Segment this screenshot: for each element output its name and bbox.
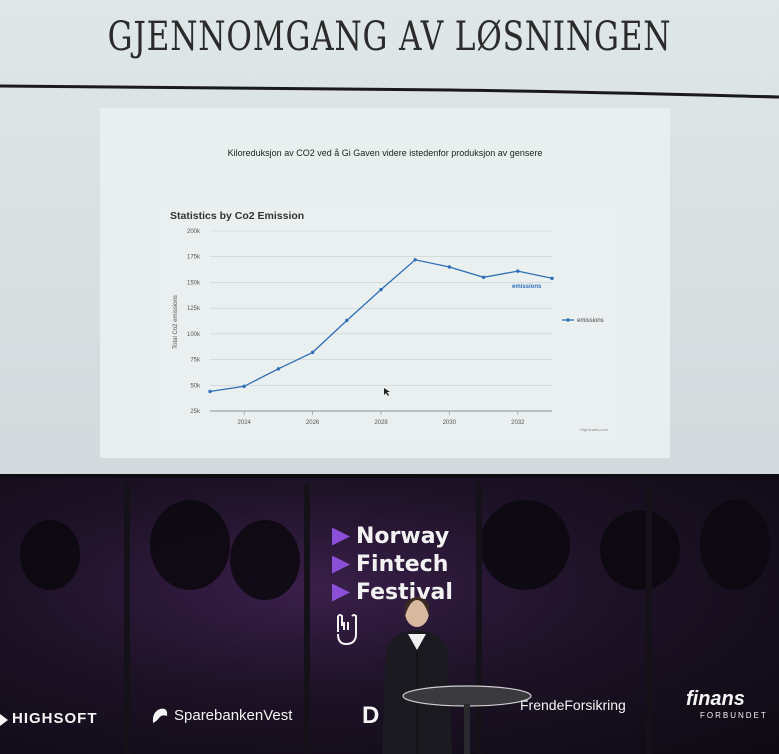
sponsor-sparebanken: SparebankenVest [174,707,293,724]
panel-divider [304,484,310,754]
x-tick-label: 2032 [511,420,525,426]
emissions-point[interactable] [447,265,452,269]
mouse-cursor-icon [384,388,390,396]
y-tick-label: 125k [187,306,201,312]
legend-marker [566,318,570,322]
panel-divider [124,484,130,754]
chart-title: Statistics by Co2 Emission [170,210,304,222]
emissions-point[interactable] [413,258,417,262]
festival-mark-icon [332,555,350,574]
chart-subtitle: Kiloreduksjon av CO2 ved å Gi Gaven vide… [227,148,543,158]
y-tick-label: 150k [187,280,201,286]
emissions-point[interactable] [550,276,554,281]
emissions-point[interactable] [310,350,315,355]
crowd-silhouette [480,500,570,590]
x-tick-label: 2030 [443,420,457,426]
emissions-point[interactable] [276,367,281,371]
sponsor-highsoft: HIGHSOFT [12,710,98,727]
x-tick-labels: 2024 2026 2028 2030 2032 [238,411,525,426]
highcharts-credit: Highcharts.com [580,427,608,432]
y-tick-label: 25k [190,409,201,415]
y-tick-label: 175k [187,255,201,261]
rock-hand-icon [337,614,357,646]
panel-divider [646,484,652,754]
festival-logo: Norway Fintech Festival [332,524,462,654]
sponsor-finans: finans [686,688,745,710]
sponsor-frende: FrendeForsikring [520,697,626,713]
crowd-silhouette [700,500,770,590]
crowd-silhouette [230,520,300,600]
festival-word: Norway [356,524,450,549]
cocktail-table [402,685,532,754]
y-axis-label: Total Co2 emissions [173,295,179,349]
legend[interactable]: emissions [562,318,604,324]
sponsor-forbundet: FORBUNDET [700,711,768,720]
emissions-point[interactable] [208,389,212,394]
crowd-silhouette [150,500,230,590]
sponsor-d: D [362,702,380,729]
title-underline [0,84,779,99]
festival-mark-icon [332,583,350,602]
emissions-point[interactable] [481,275,486,279]
x-tick-label: 2028 [374,420,388,426]
y-tick-label: 50k [190,383,201,389]
crowd-silhouette [600,510,680,590]
festival-word: Fintech [356,552,449,577]
emissions-point[interactable] [516,269,520,273]
festival-mark-icon [332,527,350,546]
x-tick-label: 2026 [306,420,320,426]
y-tick-label: 100k [187,332,201,338]
legend-label: emissions [577,318,604,324]
series-data-label: emissions [512,284,542,290]
y-tick-label: 75k [190,358,201,364]
slide-title: GJENNOMGANG AV LØSNINGEN [107,14,672,60]
x-tick-label: 2024 [238,420,252,426]
emissions-point[interactable] [345,318,349,323]
chart-panel: Kiloreduksjon av CO2 ved å Gi Gaven vide… [100,108,670,458]
panel-divider [476,484,482,754]
plot-background [162,206,618,441]
sparebanken-logo-icon [152,708,168,723]
festival-word: Festival [356,580,453,605]
crowd-silhouette [20,520,80,590]
y-tick-labels: 25k 50k 75k 100k 125k 150k 175k 200k [187,229,201,415]
highsoft-logo-icon [0,714,8,726]
emissions-point[interactable] [242,384,246,389]
projection-screen: GJENNOMGANG AV LØSNINGEN Kiloreduksjon a… [0,0,779,478]
emissions-points [208,258,554,394]
line-chart: Statistics by Co2 Emission Total Co2 emi… [162,206,618,441]
y-tick-label: 200k [187,229,201,235]
emissions-point[interactable] [379,287,383,292]
